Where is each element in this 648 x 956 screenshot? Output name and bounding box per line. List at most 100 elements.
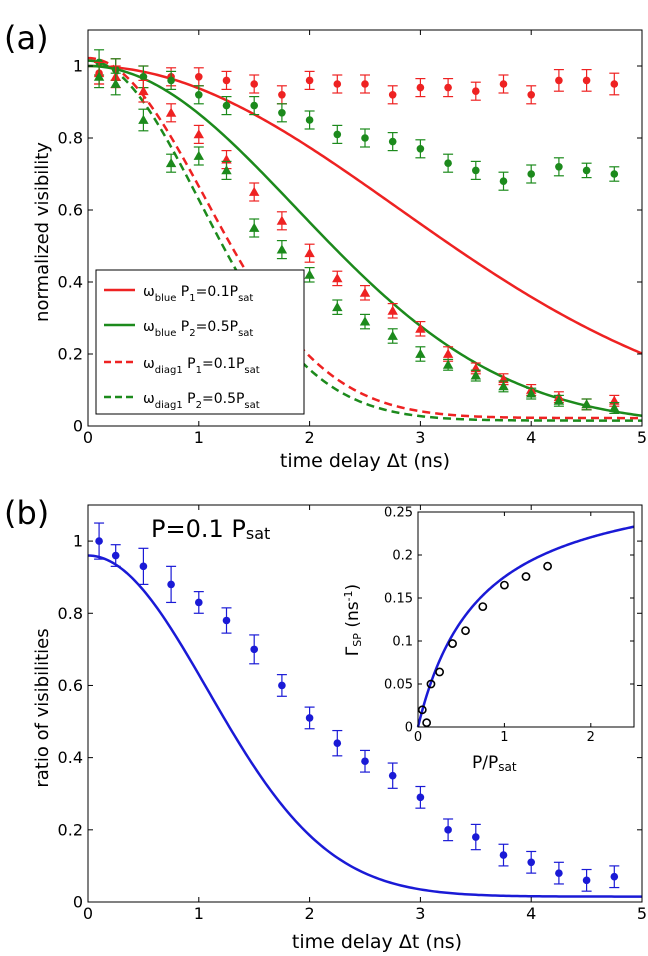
y-tick-label: 0.25 (384, 506, 413, 521)
inset-xlabel: P/Psat (472, 753, 517, 774)
x-tick-label: 1 (194, 904, 204, 923)
legend-box (95, 269, 305, 415)
panel-b-ticks: 0 1 2 3 4 5 0 0.2 0.4 0.6 0.8 1 (58, 505, 647, 923)
x-tick-label: 5 (637, 428, 647, 447)
inset-background (418, 512, 634, 727)
data-point (426, 679, 436, 689)
fit-curve (416, 525, 635, 728)
inset-ylabel: ΓSP (ns-1) (342, 584, 364, 656)
data-point (499, 851, 508, 859)
data-point (93, 71, 105, 81)
data-point (448, 639, 457, 648)
data-point (165, 158, 177, 168)
data-point (359, 287, 371, 297)
x-tick-label: 2 (587, 730, 595, 745)
x-tick-label: 2 (305, 904, 315, 923)
data-point (222, 616, 231, 625)
y-tick-label: 0.05 (384, 678, 413, 693)
legend-entry: ωblue P1=0.1Psat (104, 284, 253, 304)
fit-curve (87, 554, 642, 898)
y-tick-label: 1 (73, 532, 83, 551)
data-point (388, 771, 397, 780)
data-point (555, 869, 563, 877)
data-point (139, 562, 148, 571)
data-point (332, 273, 343, 283)
y-tick-label: 0.4 (58, 273, 83, 292)
data-point (499, 580, 509, 590)
x-tick-label: 5 (637, 904, 647, 923)
data-point (472, 833, 480, 841)
data-point (527, 170, 535, 178)
data-point (278, 91, 286, 99)
data-point (333, 80, 342, 88)
data-point (250, 80, 258, 88)
data-point (250, 645, 258, 654)
data-point (359, 316, 371, 326)
data-point (555, 163, 563, 171)
x-tick-label: 3 (415, 428, 425, 447)
y-tick-label: 1 (73, 57, 83, 76)
legend-label: ωdiag1 P2=0.5Psat (143, 391, 260, 411)
y-tick-label: 0.1 (392, 635, 413, 650)
panel-a-axes-box (87, 29, 643, 427)
panel-a-xlabel: time delay Δt (ns) (280, 450, 450, 472)
data-point (193, 129, 204, 139)
data-point (555, 76, 563, 85)
panel-a-ticks: 0 1 2 3 4 5 0 0.2 0.4 0.6 0.8 1 (58, 30, 647, 447)
inset-ticks: 0 1 2 0 0.05 0.1 0.15 0.2 0.25 (384, 506, 634, 745)
data-point (95, 537, 103, 545)
data-point (332, 302, 343, 312)
legend-entry: ωdiag1 P2=0.5Psat (104, 391, 260, 411)
data-point (442, 359, 454, 369)
data-point (278, 109, 286, 117)
data-point (387, 305, 398, 315)
y-tick-label: 0.6 (58, 201, 83, 220)
x-tick-label: 0 (83, 428, 93, 447)
y-tick-label: 0.4 (58, 748, 83, 767)
inset-chart: 0 1 2 0 0.05 0.1 0.15 0.2 0.25 P/Psat ΓSP (ns-1) (342, 506, 635, 774)
legend-label: ωblue P1=0.1Psat (143, 284, 253, 304)
data-point (222, 76, 231, 85)
legend-label: ωblue P2=0.5Psat (143, 319, 253, 339)
data-point (472, 166, 480, 175)
panel-b-plot-area (87, 522, 642, 898)
panel-a-plot-area (87, 49, 643, 422)
data-point (388, 137, 397, 146)
panel-a-ylabel: normalized visibility (32, 142, 53, 322)
y-tick-label: 0.2 (58, 820, 83, 839)
data-point (442, 348, 454, 358)
data-point (195, 73, 203, 81)
fit-curve (87, 56, 642, 420)
fit-curve (87, 64, 643, 355)
data-point (416, 83, 425, 92)
data-point (610, 170, 619, 178)
legend-entry: ωdiag1 P1=0.1Psat (104, 356, 260, 376)
data-point (417, 705, 427, 715)
panel-b: (b) ratio of visibilities time delay Δt … (4, 494, 647, 953)
data-point (581, 399, 592, 409)
data-point (249, 186, 260, 196)
data-point (609, 402, 620, 412)
data-point (305, 76, 314, 85)
y-tick-label: 0.15 (384, 592, 413, 607)
data-point (276, 215, 288, 225)
inset-plot-area (416, 525, 635, 728)
data-point (543, 561, 552, 571)
data-point (527, 91, 535, 99)
fit-curve (87, 59, 642, 422)
data-point (222, 101, 231, 110)
data-point (416, 145, 425, 153)
x-tick-label: 3 (415, 904, 425, 923)
data-point (139, 73, 148, 81)
data-point (435, 667, 444, 677)
data-point (138, 86, 149, 96)
data-point (195, 91, 203, 99)
panel-b-axes-box (87, 504, 643, 903)
data-point (333, 739, 342, 747)
data-point (499, 177, 508, 185)
data-point (165, 107, 177, 117)
data-point (110, 78, 121, 88)
data-point (305, 116, 314, 124)
data-point (498, 381, 509, 391)
data-point (333, 130, 342, 139)
